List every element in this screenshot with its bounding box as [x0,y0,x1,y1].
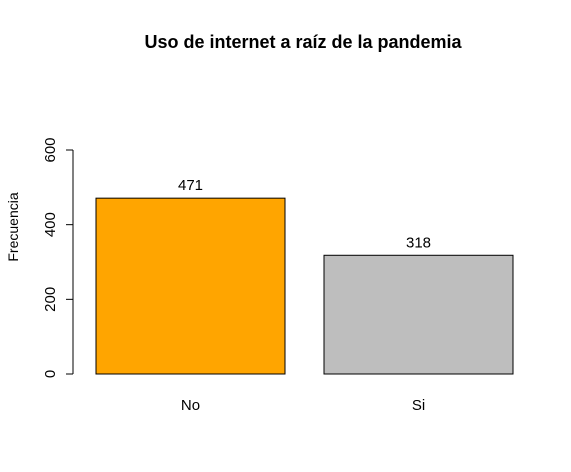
y-axis-label: Frecuencia [5,192,21,261]
y-tick-label: 200 [42,287,59,312]
y-tick-label: 0 [42,370,59,378]
chart-title: Uso de internet a raíz de la pandemia [144,32,462,52]
data-label: 318 [406,234,431,251]
bar-si [323,254,514,375]
category-labels-group: No Si [181,397,425,414]
data-labels-group: 471 318 [178,177,431,251]
data-label: 471 [178,177,203,194]
y-axis-ticks: 0 200 400 600 [42,137,73,378]
y-tick-label: 400 [42,212,59,237]
bars-group [95,197,514,375]
bar-no [95,197,286,375]
category-label: Si [412,397,425,414]
category-label: No [181,397,200,414]
y-tick-label: 600 [42,137,59,162]
